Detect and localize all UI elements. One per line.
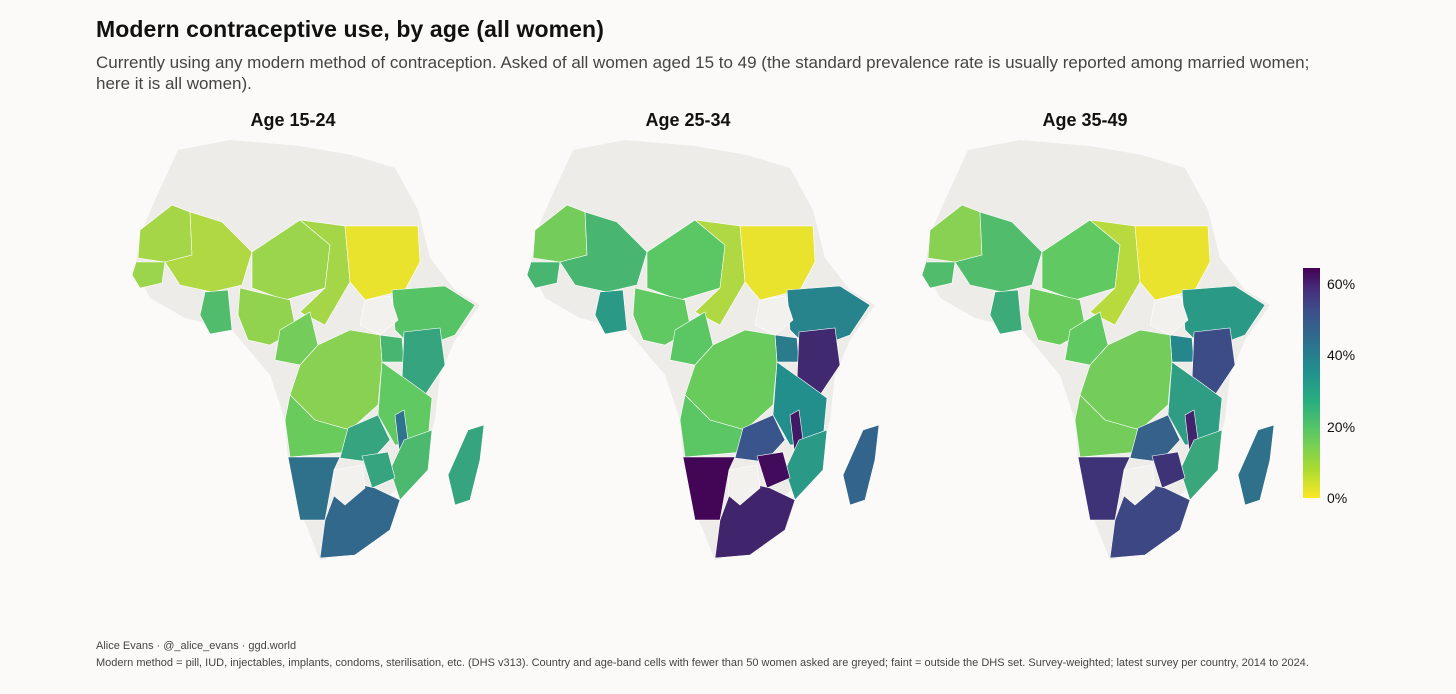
country-namibia [1077, 456, 1131, 521]
country-senegal [526, 261, 561, 289]
country-mauritania [927, 204, 983, 263]
country-kenya [1191, 327, 1236, 396]
country-zimbabwe [361, 451, 396, 489]
country-zambia [1129, 414, 1181, 463]
country-kenya [796, 327, 841, 396]
country-uganda [774, 334, 800, 363]
country-mozambique [1179, 429, 1223, 501]
country-madagascar [447, 424, 485, 506]
map-panel-2 [921, 140, 1275, 560]
no-data-region [359, 295, 399, 336]
map-panel-0 [131, 140, 485, 560]
country-senegal [921, 261, 956, 289]
panel-title-age-35-49: Age 35-49 [1042, 110, 1128, 130]
credit-line: Alice Evans · @_alice_evans · ggd.world [96, 640, 297, 652]
legend-tick-label: 40% [1327, 347, 1356, 363]
no-data-region [727, 464, 761, 506]
map-panel-1 [526, 140, 880, 560]
country-ghana [199, 289, 233, 335]
country-ghana [594, 289, 628, 335]
country-zambia [339, 414, 391, 463]
no-data-region [1149, 295, 1189, 336]
country-madagascar [842, 424, 880, 506]
country-mozambique [784, 429, 828, 501]
country-uganda [1169, 334, 1195, 363]
no-data-region [332, 464, 366, 506]
chart-title: Modern contraceptive use, by age (all wo… [96, 16, 604, 42]
no-data-region [1122, 464, 1156, 506]
color-scale-bar [1303, 268, 1320, 498]
country-uganda [379, 334, 405, 363]
country-zambia [734, 414, 786, 463]
country-kenya [401, 327, 446, 396]
country-mauritania [532, 204, 588, 263]
country-mauritania [137, 204, 193, 263]
no-data-region [754, 295, 794, 336]
country-madagascar [1237, 424, 1275, 506]
chart-subtitle: Currently using any modern method of con… [96, 53, 1310, 93]
legend-tick-label: 20% [1327, 419, 1356, 435]
panel-title-age-25-34: Age 25-34 [645, 110, 731, 130]
footnote: Modern method = pill, IUD, injectables, … [96, 657, 1309, 669]
country-zimbabwe [756, 451, 791, 489]
country-ghana [989, 289, 1023, 335]
legend-tick-label: 60% [1327, 276, 1356, 292]
country-mozambique [389, 429, 433, 501]
panel-title-age-15-24: Age 15-24 [250, 110, 336, 130]
legend-tick-label: 0% [1327, 490, 1348, 506]
country-namibia [682, 456, 736, 521]
country-namibia [287, 456, 341, 521]
country-zimbabwe [1151, 451, 1186, 489]
country-senegal [131, 261, 166, 289]
